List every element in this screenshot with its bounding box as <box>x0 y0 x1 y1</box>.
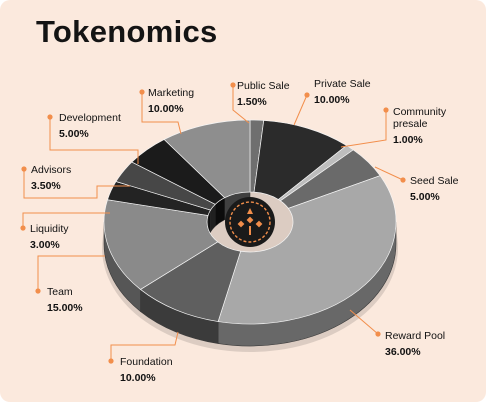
label-seed-sale: Seed Sale 5.00% <box>374 166 459 203</box>
slice-value: 36.00% <box>385 346 421 358</box>
slice-label: Advisors <box>31 164 71 176</box>
label-private-sale: Private Sale 10.00% <box>293 78 371 126</box>
label-marketing: Marketing 10.00% <box>139 87 194 135</box>
slice-label: Team <box>47 286 73 298</box>
slice-label: Liquidity <box>30 223 69 235</box>
leader-line <box>110 331 179 361</box>
leader-dot <box>383 107 389 113</box>
label-foundation: Foundation 10.00% <box>108 331 179 384</box>
label-development: Development 5.00% <box>47 112 139 164</box>
leader-line <box>349 309 379 335</box>
slice-value: 10.00% <box>120 372 156 384</box>
label-public-sale: Public Sale 1.50% <box>230 80 290 124</box>
slice-foundation <box>139 241 242 322</box>
slice-value: 5.00% <box>59 128 89 140</box>
leader-dot <box>139 89 145 95</box>
label-advisors: Advisors 3.50% <box>21 164 130 199</box>
slice-label: Community <box>393 106 447 118</box>
slice-label: Public Sale <box>237 80 290 92</box>
leader-dot <box>108 358 114 364</box>
token-logo-icon <box>225 197 275 247</box>
leader-line <box>141 92 182 135</box>
slice-label: Private Sale <box>314 78 371 90</box>
slice-reward-pool <box>217 175 397 325</box>
label-team: Team 15.00% <box>35 255 105 314</box>
slice-value: 1.00% <box>393 134 423 146</box>
leader-dot <box>21 166 27 172</box>
leader-dot <box>47 114 53 120</box>
leader-dot <box>20 225 26 231</box>
leader-line <box>232 85 250 124</box>
slice-value: 5.00% <box>410 191 440 203</box>
label-reward-pool: Reward Pool 36.00% <box>349 309 445 358</box>
slice-label: Marketing <box>148 87 194 99</box>
leader-line <box>293 94 308 126</box>
leader-dot <box>230 82 236 88</box>
leader-dot <box>304 92 310 98</box>
slice-value: 10.00% <box>314 94 350 106</box>
leader-line <box>23 169 130 199</box>
leader-line <box>340 110 387 148</box>
slice-value: 3.00% <box>30 239 60 251</box>
slice-team <box>103 199 219 290</box>
leader-line <box>22 212 110 228</box>
slice-label: presale <box>393 118 428 130</box>
slice-value: 15.00% <box>47 302 83 314</box>
slice-value: 10.00% <box>148 103 184 115</box>
slice-value: 3.50% <box>31 180 61 192</box>
slice-private-sale <box>253 120 348 200</box>
page-title: Tokenomics <box>36 14 218 49</box>
leader-dot <box>35 288 41 294</box>
leader-dot <box>375 331 381 337</box>
leader-line <box>374 166 404 181</box>
slice-value: 1.50% <box>237 96 267 108</box>
slice-label: Reward Pool <box>385 330 445 342</box>
leader-line <box>37 255 105 291</box>
slice-label: Foundation <box>120 356 173 368</box>
slice-label: Development <box>59 112 121 124</box>
label-liquidity: Liquidity 3.00% <box>20 212 110 251</box>
leader-dot <box>400 177 406 183</box>
slice-label: Seed Sale <box>410 175 459 187</box>
leader-line <box>49 117 139 164</box>
